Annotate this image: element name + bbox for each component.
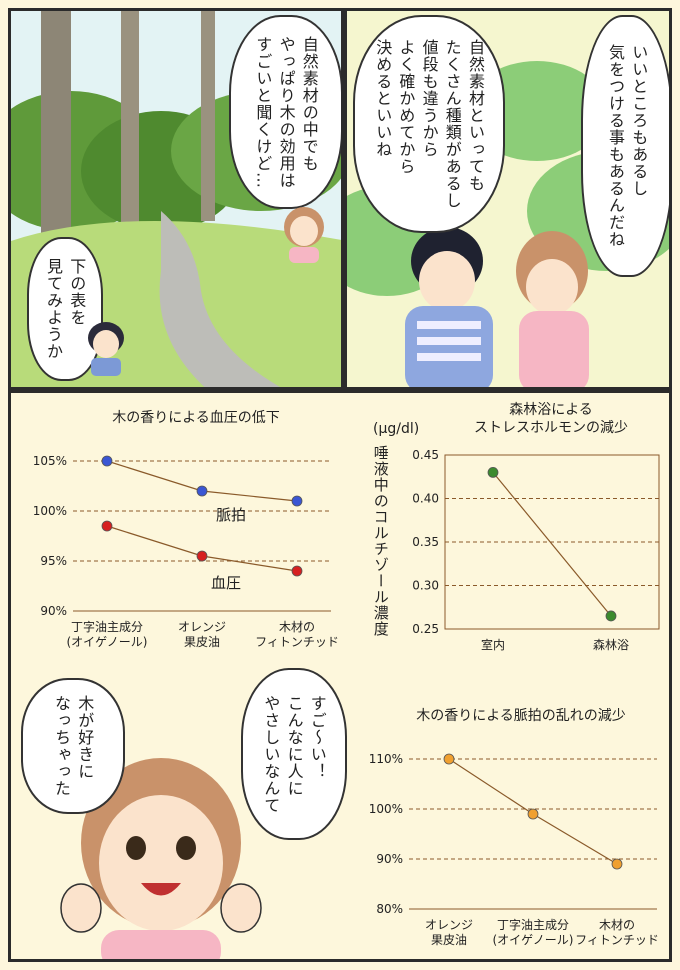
chart-y-tick-label: 100% — [33, 504, 67, 518]
girl-small-illustration — [284, 207, 324, 263]
chart2-title-line: 森林浴による — [509, 402, 593, 418]
chart-data-point — [527, 808, 539, 820]
chart-x-tick-label: 森林浴 — [593, 637, 629, 652]
speech-bubble-nature: 自然素材の中でも やっぱり木の効用は すごいと聞くけど… — [229, 15, 341, 209]
chart-data-point — [443, 753, 455, 765]
chart-legend-label: 脈拍 — [216, 506, 246, 524]
chart-data-point — [487, 466, 499, 478]
chart-x-tick-label: (オイゲノール) — [66, 635, 147, 649]
chart-x-tick-label: 丁字油主成分 — [497, 917, 569, 932]
chart2-ylabel: 唾液中のコルチゾール濃度 — [371, 445, 390, 637]
chart-y-tick-label: 100% — [369, 802, 403, 816]
bubble-like-text: 木が好きに なっちゃった — [52, 695, 95, 797]
chart-y-tick-label: 80% — [376, 902, 403, 916]
chart-y-tick-label: 90% — [40, 604, 67, 618]
chart-x-tick-label: 木材の — [599, 918, 635, 932]
panel-charts: 木の香りによる血圧の低下 105% 100% 95% 90% 丁字油主成分 (オイゲノール… — [8, 390, 672, 962]
chart-y-tick-label: 0.30 — [412, 579, 439, 593]
girl-happy-illustration — [60, 758, 262, 959]
chart-y-tick-label: 0.25 — [412, 622, 439, 636]
chart2-title: 森林浴による ストレスホルモンの減少 — [441, 401, 661, 437]
chart-x-tick-label: 室内 — [481, 637, 505, 652]
chart-data-point — [605, 610, 617, 622]
chart-x-tick-label: 丁字油主成分 — [71, 619, 143, 634]
chart-y-tick-label: 105% — [33, 454, 67, 468]
chart2-unit: (μg/dl) — [373, 421, 420, 437]
chart-data-point — [611, 858, 623, 870]
chart-series-line — [492, 472, 612, 617]
bubble-materials-text: 自然素材といっても たくさん種類があるし 値段も違うから よく確かめてから 決め… — [373, 39, 485, 209]
speech-bubble-materials: 自然素材といっても たくさん種類があるし 値段も違うから よく確かめてから 決め… — [353, 15, 505, 233]
chart-frame — [444, 454, 660, 630]
chart-data-point — [291, 495, 303, 507]
chart-x-tick-label: フィトンチッド — [255, 635, 339, 649]
speech-bubble-wow: すご〜い！ こんなに人に やさしいなんて — [241, 668, 347, 840]
chart-x-tick-label: オレンジ — [178, 620, 226, 634]
speech-bubble-careful: いいところもあるし 気をつける事もあるんだね — [581, 15, 669, 277]
chart-y-tick-label: 90% — [376, 852, 403, 866]
chart-data-point — [101, 455, 113, 467]
chart-data-point — [101, 520, 113, 532]
chart2-title-line: ストレスホルモンの減少 — [474, 420, 628, 437]
chart-y-tick-label: 0.45 — [412, 448, 439, 462]
boy-small-illustration — [88, 322, 124, 376]
chart-y-tick-label: 0.40 — [412, 492, 439, 506]
bubble-wow-text: すご〜い！ こんなに人に やさしいなんて — [261, 694, 327, 814]
chart-data-point — [196, 550, 208, 562]
chart-series-line — [106, 525, 298, 572]
chart-x-tick-label: オレンジ — [425, 918, 473, 932]
chart-x-tick-label: (オイゲノール) — [492, 933, 573, 947]
chart-data-point — [196, 485, 208, 497]
chart-y-tick-label: 110% — [369, 752, 403, 766]
chart-x-tick-label: 果皮油 — [184, 635, 220, 649]
chart-legend-label: 血圧 — [211, 574, 241, 592]
chart-y-tick-label: 95% — [40, 554, 67, 568]
speech-bubble-table: 下の表を 見てみようか — [27, 237, 103, 381]
chart-x-tick-label: フィトンチッド — [575, 933, 659, 947]
chart2-cortisol: 0.45 0.40 0.35 0.30 0.25 室内 森林浴 — [412, 448, 660, 652]
chart1-title: 木の香りによる血圧の低下 — [112, 410, 280, 426]
chart-data-point — [291, 565, 303, 577]
panel-forest: 自然素材の中でも やっぱり木の効用は すごいと聞くけど… 下の表を 見てみようか — [8, 8, 344, 390]
bubble-nature-text: 自然素材の中でも やっぱり木の効用は すごいと聞くけど… — [253, 35, 319, 189]
speech-bubble-like: 木が好きに なっちゃった — [21, 678, 125, 814]
chart-x-tick-label: 果皮油 — [431, 933, 467, 947]
chart-y-tick-label: 0.35 — [412, 535, 439, 549]
bubble-table-text: 下の表を 見てみようか — [44, 258, 87, 360]
chart3-title: 木の香りによる脈拍の乱れの減少 — [416, 708, 626, 724]
panel-couple: 自然素材といっても たくさん種類があるし 値段も違うから よく確かめてから 決め… — [344, 8, 672, 390]
chart-x-tick-label: 木材の — [279, 620, 315, 634]
bubble-careful-text: いいところもあるし 気をつける事もあるんだね — [606, 44, 649, 248]
